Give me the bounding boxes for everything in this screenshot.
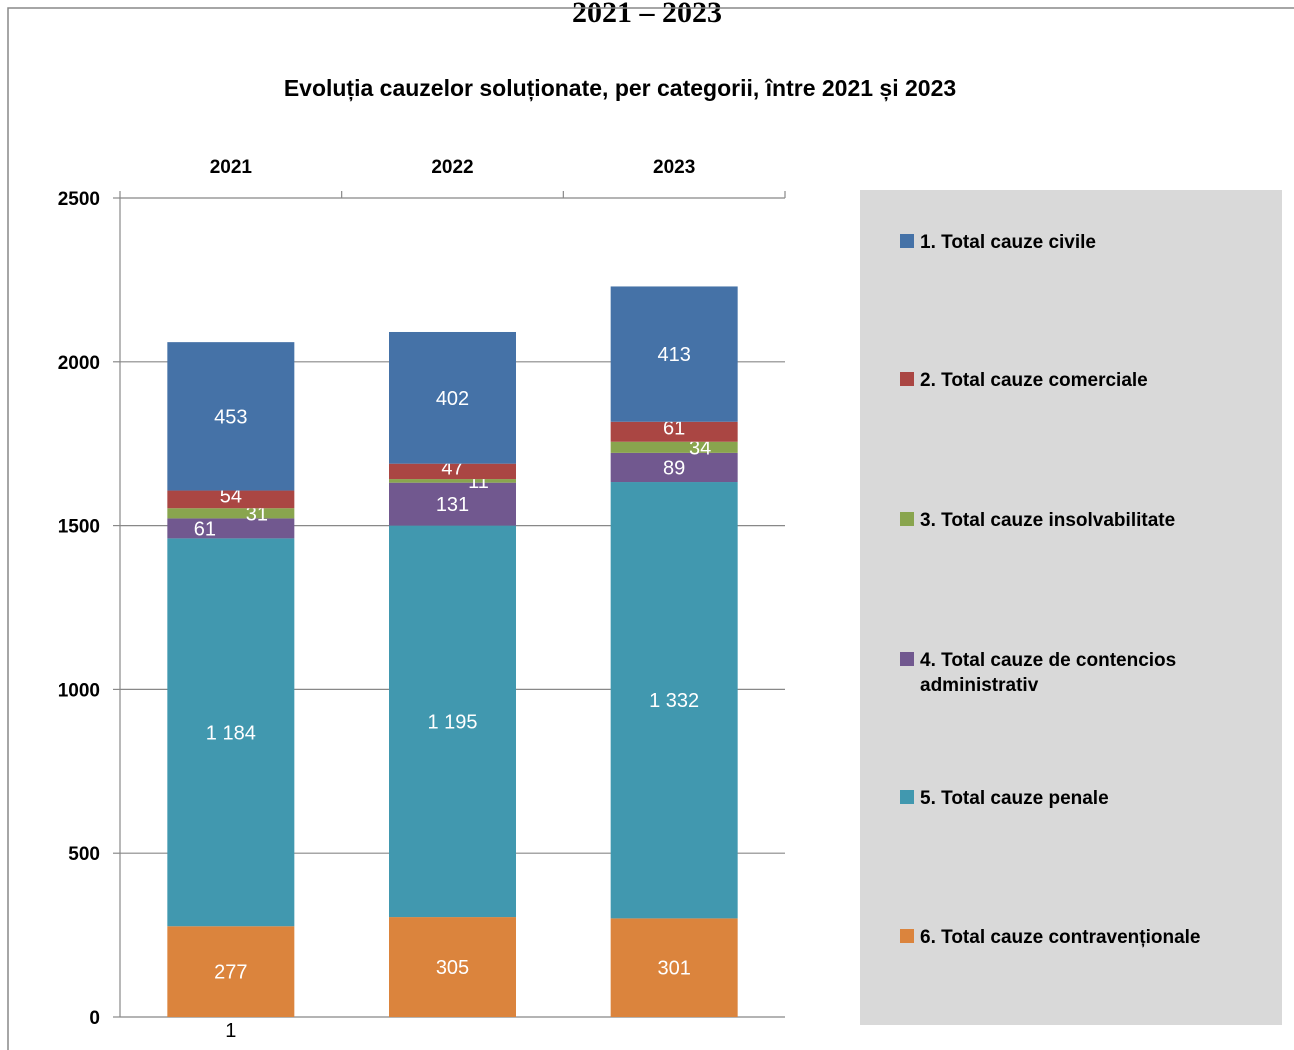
- legend-item: 5. Total cauze penale: [900, 786, 1270, 811]
- data-label: 1 184: [206, 722, 256, 744]
- bar-segment: [389, 525, 516, 918]
- legend-item: 4. Total cauze de contencios administrat…: [900, 648, 1270, 698]
- bar-segment: [610, 482, 738, 919]
- data-label: 1 332: [649, 690, 699, 712]
- y-tick-label: 2000: [58, 353, 100, 374]
- y-tick-label: 1500: [58, 517, 100, 538]
- data-label: 1 195: [427, 711, 477, 733]
- legend-swatch: [900, 929, 914, 943]
- y-tick-label: 500: [68, 844, 100, 865]
- legend-item: 3. Total cauze insolvabilitate: [900, 508, 1270, 533]
- bar-segment: [610, 286, 738, 422]
- bar-segment: [610, 918, 738, 1017]
- bar-segment: [610, 441, 738, 453]
- bar-segment: [167, 518, 295, 539]
- legend-item: 2. Total cauze comerciale: [900, 368, 1270, 393]
- data-label: 301: [657, 958, 690, 980]
- legend-swatch: [900, 790, 914, 804]
- bar-segment: [389, 917, 516, 1017]
- y-tick-label: 1000: [58, 680, 100, 701]
- legend-swatch: [900, 234, 914, 248]
- legend-label: 2. Total cauze comerciale: [920, 370, 1148, 391]
- data-label: 34: [689, 437, 711, 459]
- x-tick-label: 2021: [210, 157, 253, 178]
- x-tick-label: 2023: [653, 157, 695, 178]
- bar-segment: [167, 490, 295, 509]
- bar-segment: [389, 482, 516, 526]
- legend-swatch: [900, 512, 914, 526]
- data-label: 61: [194, 518, 216, 540]
- legend-label: 3. Total cauze insolvabilitate: [920, 510, 1176, 531]
- bar-segment: [610, 452, 738, 483]
- legend-label: 4. Total cauze de contencios administrat…: [920, 650, 1177, 696]
- y-tick-label: 2500: [58, 189, 100, 210]
- bar-segment: [167, 538, 295, 927]
- chart-title: Evoluția cauzelor soluționate, per categ…: [284, 75, 956, 102]
- legend-label: 6. Total cauze contravenționale: [920, 927, 1201, 948]
- legend-swatch: [900, 652, 914, 666]
- bar-segment: [167, 342, 295, 491]
- bar-segment: [167, 926, 295, 1017]
- legend-item: 1. Total cauze civile: [900, 230, 1270, 255]
- legend-item: 6. Total cauze contravenționale: [900, 925, 1270, 950]
- legend-swatch: [900, 372, 914, 386]
- legend-label: 1. Total cauze civile: [920, 232, 1097, 253]
- bar-segment: [389, 331, 516, 464]
- annotation: 1: [225, 1020, 236, 1042]
- data-label: 89: [663, 457, 685, 479]
- bar-segment: [389, 463, 516, 480]
- x-tick-label: 2022: [431, 157, 473, 178]
- bar-segment: [610, 421, 738, 442]
- frame: [7, 7, 1294, 1050]
- data-label: 61: [663, 418, 685, 440]
- legend-label: 5. Total cauze penale: [920, 788, 1109, 809]
- legend: 1. Total cauze civile 2. Total cauze come…: [860, 190, 1282, 1025]
- data-label: 402: [436, 388, 469, 410]
- y-tick-label: 0: [89, 1008, 100, 1029]
- data-label: 131: [436, 494, 469, 516]
- data-label: 31: [246, 503, 268, 525]
- data-label: 277: [214, 962, 247, 984]
- page-header: 2021 – 2023: [572, 0, 722, 29]
- data-label: 413: [657, 344, 690, 366]
- data-label: 54: [220, 485, 242, 507]
- data-label: 305: [436, 957, 469, 979]
- bar-segment: [389, 479, 516, 483]
- data-label: 453: [214, 406, 247, 428]
- bar-segment: [167, 508, 295, 519]
